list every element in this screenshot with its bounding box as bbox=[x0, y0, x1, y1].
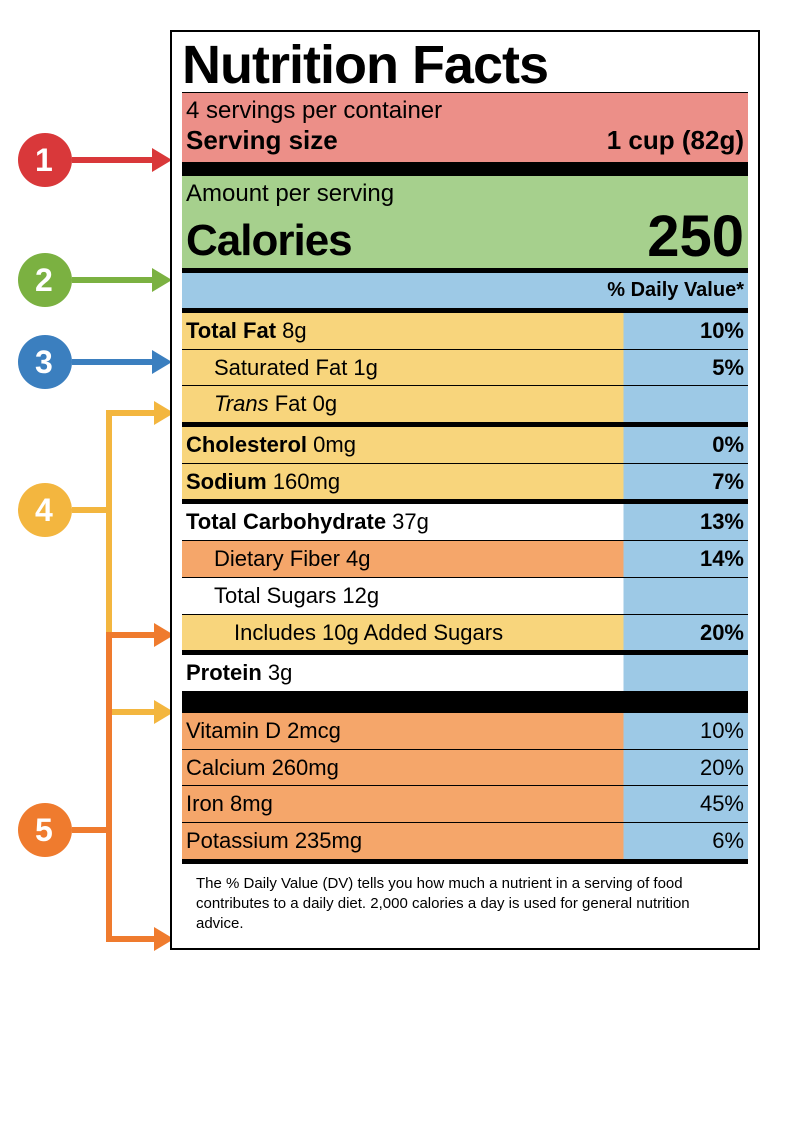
nutrient-dv: 10% bbox=[700, 316, 744, 346]
callout-num-2: 2 bbox=[35, 262, 53, 299]
nutrient-name: Dietary Fiber bbox=[214, 546, 340, 571]
servings-per-container: 4 servings per container bbox=[186, 97, 744, 125]
calories-label: Calories bbox=[186, 216, 352, 266]
nutrient-dv: 20% bbox=[700, 618, 744, 648]
nutrient-dv: 5% bbox=[712, 353, 744, 383]
nutrient-name: Total Carbohydrate bbox=[186, 509, 386, 534]
nutrient-name: Saturated Fat bbox=[214, 355, 347, 380]
callout-num-5: 5 bbox=[35, 812, 53, 849]
callout-num-4: 4 bbox=[35, 492, 53, 529]
vitamin-name: Calcium 260mg bbox=[186, 753, 339, 783]
nutrient-amount: 8g bbox=[276, 318, 307, 343]
vitamin-name: Iron 8mg bbox=[186, 789, 273, 819]
nutrient-amount: 0mg bbox=[307, 432, 356, 457]
nutrient-name: Protein bbox=[186, 660, 262, 685]
vitamin-list: Vitamin D 2mcg10%Calcium 260mg20%Iron 8m… bbox=[182, 713, 748, 859]
vitamin-name: Vitamin D 2mcg bbox=[186, 716, 341, 746]
nutrient-row: Saturated Fat 1g 5% bbox=[182, 350, 748, 386]
nutrient-row: Includes 10g Added Sugars 20% bbox=[182, 615, 748, 651]
nutrient-name: Cholesterol bbox=[186, 432, 307, 457]
vitamin-dv: 10% bbox=[700, 716, 744, 746]
callout-arrow-3 bbox=[72, 359, 154, 365]
nutrient-name: Trans Fat bbox=[214, 391, 307, 416]
callout-arrow-2 bbox=[72, 277, 154, 283]
nutrient-row: Cholesterol 0mg 0% bbox=[182, 427, 748, 463]
nutrient-dv: 7% bbox=[712, 467, 744, 497]
callout-num-3: 3 bbox=[35, 344, 53, 381]
calories-value: 250 bbox=[647, 208, 744, 266]
calories-block: Amount per serving Calories 250 bbox=[182, 176, 748, 268]
vitamin-row: Potassium 235mg 6% bbox=[182, 823, 748, 859]
serving-block: 4 servings per container Serving size 1 … bbox=[182, 93, 748, 162]
callout-arrowhead-1 bbox=[152, 148, 172, 172]
serving-size-value: 1 cup (82g) bbox=[607, 125, 744, 156]
nutrient-amount: 37g bbox=[386, 509, 429, 534]
callout-arrow-1 bbox=[72, 157, 154, 163]
nutrient-dv: 13% bbox=[700, 507, 744, 537]
callout4-bot bbox=[106, 709, 156, 715]
vitamin-dv: 45% bbox=[700, 789, 744, 819]
vitamin-dv: 20% bbox=[700, 753, 744, 783]
nutrient-amount: 4g bbox=[340, 546, 371, 571]
vitamin-dv: 6% bbox=[712, 826, 744, 856]
nutrient-list: Total Fat 8g10%Saturated Fat 1g5%Trans F… bbox=[182, 308, 748, 691]
nutrient-row: Total Carbohydrate 37g 13% bbox=[182, 504, 748, 540]
footnote: The % Daily Value (DV) tells you how muc… bbox=[182, 864, 748, 939]
nutrient-name: Includes 10g Added Sugars bbox=[234, 620, 503, 645]
nutrient-row: Total Fat 8g 10% bbox=[182, 313, 748, 349]
dv-header-block: % Daily Value* bbox=[182, 273, 748, 308]
nutrient-name: Total Sugars bbox=[214, 583, 336, 608]
callout5-b bbox=[106, 936, 156, 942]
nutrient-row: Total Sugars 12g bbox=[182, 578, 748, 614]
callout5-vert bbox=[106, 632, 112, 942]
nutrient-dv: 0% bbox=[712, 430, 744, 460]
nutrient-row: Sodium 160mg 7% bbox=[182, 464, 748, 500]
vitamin-name: Potassium 235mg bbox=[186, 826, 362, 856]
nutrient-row: Protein 3g bbox=[182, 655, 748, 691]
nutrient-amount: 1g bbox=[347, 355, 378, 380]
serving-size-label: Serving size bbox=[186, 125, 338, 156]
nutrient-name: Sodium bbox=[186, 469, 267, 494]
nutrient-amount: 12g bbox=[336, 583, 379, 608]
callout-num-1: 1 bbox=[35, 142, 53, 179]
callout-arrowhead-3 bbox=[152, 350, 172, 374]
nutrient-row: Dietary Fiber 4g 14% bbox=[182, 541, 748, 577]
nutrient-dv: 14% bbox=[700, 544, 744, 574]
vitamin-row: Iron 8mg 45% bbox=[182, 786, 748, 822]
dv-header: % Daily Value* bbox=[182, 273, 748, 308]
callout-arrowhead-2 bbox=[152, 268, 172, 292]
nutrient-row: Trans Fat 0g bbox=[182, 386, 748, 422]
nutrient-name: Total Fat bbox=[186, 318, 276, 343]
vitamin-row: Calcium 260mg 20% bbox=[182, 750, 748, 786]
nutrient-amount: 3g bbox=[262, 660, 293, 685]
nutrient-amount: 0g bbox=[307, 391, 338, 416]
nutrition-panel: Nutrition Facts 4 servings per container… bbox=[170, 30, 760, 950]
vitamin-row: Vitamin D 2mcg 10% bbox=[182, 713, 748, 749]
panel-title: Nutrition Facts bbox=[182, 38, 748, 92]
callout5-a bbox=[106, 632, 156, 638]
nutrient-amount: 160mg bbox=[267, 469, 340, 494]
callout4-top bbox=[106, 410, 156, 416]
